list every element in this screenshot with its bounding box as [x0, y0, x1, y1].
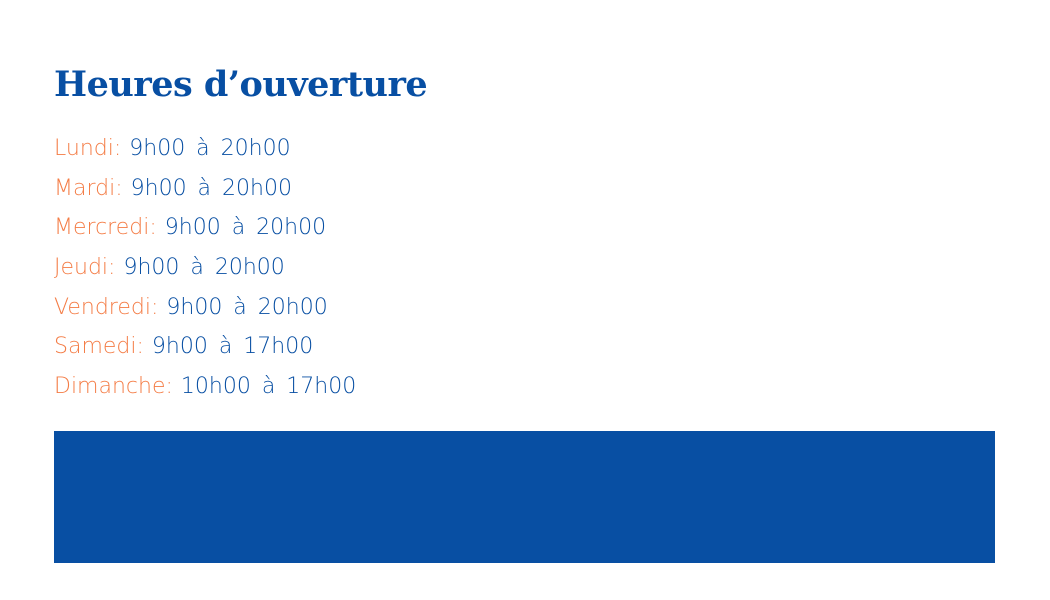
- hours-row: Vendredi: 9h00 à 20h00: [54, 291, 356, 331]
- day-label: Samedi:: [54, 334, 144, 360]
- time-range: 10h00 à 17h00: [180, 374, 357, 400]
- hours-row: Samedi: 9h00 à 17h00: [54, 330, 356, 370]
- opening-hours-list: Lundi: 9h00 à 20h00 Mardi: 9h00 à 20h00 Merc…: [54, 132, 356, 410]
- hours-row: Lundi: 9h00 à 20h00: [54, 132, 356, 172]
- day-label: Mardi:: [54, 175, 123, 201]
- page-title: Heures d’ouverture: [54, 64, 428, 105]
- day-label: Dimanche:: [54, 374, 173, 400]
- blue-banner: [54, 431, 995, 563]
- hours-row: Mercredi: 9h00 à 20h00: [54, 211, 356, 251]
- time-range: 9h00 à 20h00: [166, 294, 328, 320]
- day-label: Mercredi:: [54, 215, 157, 241]
- time-range: 9h00 à 17h00: [151, 334, 314, 360]
- time-range: 9h00 à 20h00: [164, 215, 327, 241]
- time-range: 9h00 à 20h00: [130, 175, 292, 201]
- hours-row: Dimanche: 10h00 à 17h00: [54, 370, 356, 410]
- day-label: Vendredi:: [54, 294, 159, 320]
- day-label: Jeudi:: [54, 255, 116, 281]
- hours-row: Mardi: 9h00 à 20h00: [54, 172, 356, 212]
- time-range: 9h00 à 20h00: [129, 136, 291, 161]
- hours-row: Jeudi: 9h00 à 20h00: [54, 251, 356, 291]
- day-label: Lundi:: [54, 136, 122, 161]
- time-range: 9h00 à 20h00: [123, 255, 285, 281]
